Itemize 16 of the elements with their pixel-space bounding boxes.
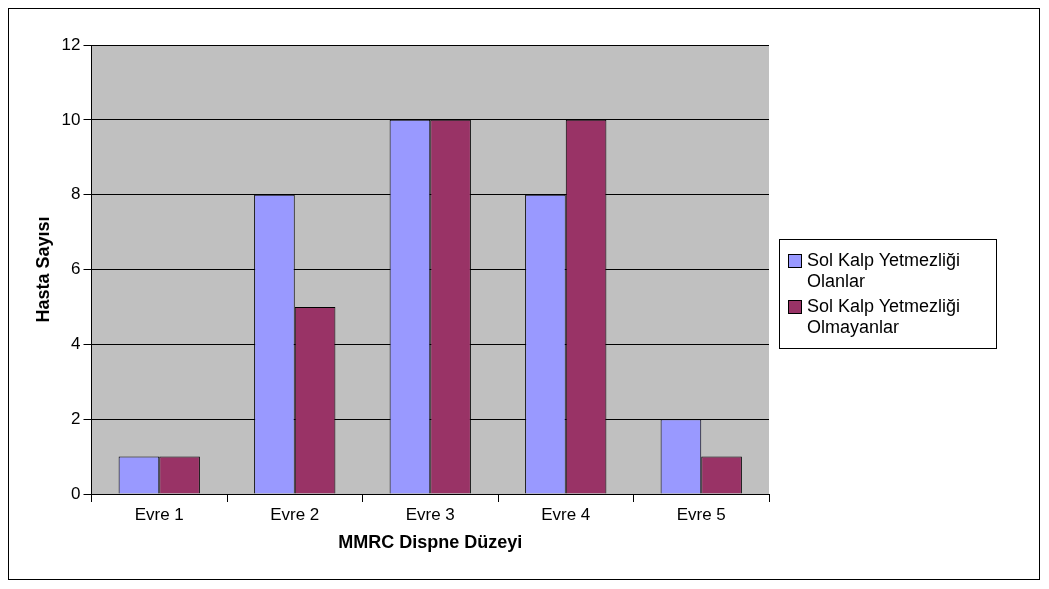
y-tick-label: 12 — [61, 34, 81, 54]
x-tick-label: Evre 2 — [270, 504, 320, 524]
y-tick-label: 2 — [71, 408, 81, 428]
y-tick-label: 4 — [71, 334, 81, 354]
y-tick-label: 8 — [71, 184, 81, 204]
x-tick-label: Evre 1 — [134, 504, 184, 524]
y-axis-title: Hasta Sayısı — [32, 216, 53, 323]
x-tick-label: Evre 3 — [405, 504, 455, 524]
x-axis-title: MMRC Dispne Düzeyi — [338, 532, 523, 553]
x-tick-label: Evre 5 — [676, 504, 726, 524]
legend-label: Sol Kalp Yetmezliği Olanlar — [807, 250, 962, 292]
legend-label: Sol Kalp Yetmezliği Olmayanlar — [807, 296, 962, 338]
y-tick-label: 0 — [71, 483, 81, 503]
y-tick-label: 10 — [61, 109, 81, 129]
x-tick-label: Evre 4 — [541, 504, 591, 524]
y-tick-label: 6 — [71, 259, 81, 279]
